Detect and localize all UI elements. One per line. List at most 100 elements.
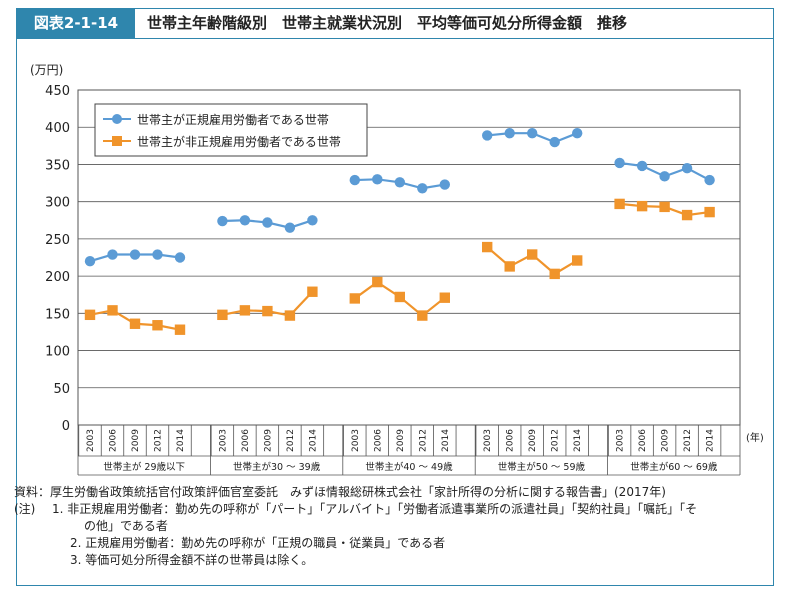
legend-label-nonregular: 世帯主が非正規雇用労働者である世帯 xyxy=(137,134,341,149)
note-2: 2. 正規雇用労働者：勤め先の呼称が「正規の職員・従業員」である者 xyxy=(70,536,446,550)
note-1: (注) 1. 非正規雇用労働者：勤め先の呼称が「パート」「アルバイト」「労働者派… xyxy=(14,501,697,518)
data-point xyxy=(704,206,715,218)
y-tick-label: 300 xyxy=(45,196,70,211)
x-tick-label: 2003 xyxy=(616,429,626,452)
x-tick-label: 2006 xyxy=(241,429,251,452)
data-point xyxy=(439,179,450,190)
data-point xyxy=(217,215,228,227)
legend-box xyxy=(94,103,368,157)
data-point xyxy=(174,252,186,263)
data-point xyxy=(84,309,96,321)
data-point xyxy=(527,249,538,260)
data-point xyxy=(417,183,428,194)
data-point xyxy=(614,157,625,169)
data-point xyxy=(174,324,186,335)
x-tick-label: 2014 xyxy=(176,429,186,452)
data-point xyxy=(217,309,228,321)
data-point xyxy=(349,174,360,186)
data-point xyxy=(439,292,450,303)
axes: 0 50 100 150 200 250 300 350 400 450 2003 2006 2009 2… xyxy=(45,84,741,476)
x-tick-label: 2012 xyxy=(418,429,428,452)
legend: 世帯主が正規雇用労働者である世帯 世帯主が非正規雇用労働者である世帯 xyxy=(94,103,368,157)
data-point xyxy=(614,198,625,210)
y-tick-label: 350 xyxy=(45,158,70,173)
group-label: 世帯主が40 ～ 49歳 xyxy=(365,461,453,473)
data-point xyxy=(152,320,163,331)
x-tick-label: 2003 xyxy=(351,429,361,452)
y-axis-unit-label: (万円) xyxy=(30,63,63,77)
data-point xyxy=(372,174,383,185)
data-point xyxy=(262,217,273,228)
data-point xyxy=(417,310,428,321)
data-point xyxy=(394,291,405,303)
x-tick-label: 2014 xyxy=(573,429,583,452)
y-tick-label: 400 xyxy=(45,121,70,136)
data-point xyxy=(284,222,296,233)
data-point xyxy=(307,215,318,226)
x-tick-label: 2003 xyxy=(86,429,96,452)
figure-label: 図表2-1-14 xyxy=(17,9,135,38)
x-tick-label: 2003 xyxy=(483,429,493,452)
data-point xyxy=(504,127,515,139)
data-point xyxy=(107,249,118,260)
data-point xyxy=(284,310,296,321)
series xyxy=(84,127,715,335)
x-tick-label: 2006 xyxy=(109,429,119,452)
x-tick-label: 2012 xyxy=(551,429,561,452)
data-point xyxy=(636,160,648,172)
data-point xyxy=(572,255,583,266)
data-point xyxy=(681,162,693,174)
data-point xyxy=(636,200,648,212)
y-tick-label: 450 xyxy=(45,84,70,99)
y-tick-label: 150 xyxy=(45,307,70,322)
figure-title: 世帯主年齢階級別 世帯主就業状況別 平均等価可処分所得金額 推移 xyxy=(147,14,628,32)
data-point xyxy=(307,286,318,297)
x-tick-label: 2009 xyxy=(396,429,406,452)
y-tick-label: 50 xyxy=(53,382,70,397)
group-label: 世帯主が 29歳以下 xyxy=(103,461,185,473)
legend-marker-nonregular xyxy=(112,136,122,146)
note-1-text: 1. 非正規雇用労働者：勤め先の呼称が「パート」「アルバイト」「労働者派遣事業所… xyxy=(52,502,698,516)
note-1-continuation: の他」である者 xyxy=(84,519,168,533)
x-tick-label: 2012 xyxy=(286,429,296,452)
plot-area xyxy=(77,89,741,426)
x-tick-label: 2012 xyxy=(683,429,693,452)
data-point xyxy=(129,318,141,329)
data-point xyxy=(527,127,538,139)
data-point xyxy=(482,130,493,141)
data-point xyxy=(704,174,715,186)
y-tick-label: 0 xyxy=(62,419,70,434)
data-point xyxy=(659,171,670,182)
group-label: 世帯主が30 ～ 39歳 xyxy=(233,461,321,473)
group-label: 世帯主が50 ～ 59歳 xyxy=(498,461,586,473)
x-tick-label: 2009 xyxy=(131,429,141,452)
note-3: 3. 等価可処分所得金額不詳の世帯員は除く。 xyxy=(70,553,314,567)
data-point xyxy=(152,249,163,260)
x-tick-label: 2012 xyxy=(154,429,164,452)
group-label: 世帯主が60 ～ 69歳 xyxy=(630,461,718,473)
data-point xyxy=(262,305,273,317)
data-point xyxy=(84,256,96,267)
x-tick-label: 2014 xyxy=(706,429,716,452)
data-point xyxy=(107,305,118,316)
x-tick-label: 2006 xyxy=(506,429,516,452)
x-tick-label: 2014 xyxy=(441,429,451,452)
legend-label-regular: 世帯主が正規雇用労働者である世帯 xyxy=(137,112,329,127)
x-tick-label: 2006 xyxy=(638,429,648,452)
y-tick-label: 250 xyxy=(45,233,70,248)
data-point xyxy=(549,268,560,280)
x-tick-label: 2003 xyxy=(218,429,228,452)
x-tick-label: 2009 xyxy=(661,429,671,452)
x-tick-label: 2006 xyxy=(373,429,383,452)
data-point xyxy=(504,261,515,272)
title-bar: 図表2-1-14 世帯主年齢階級別 世帯主就業状況別 平均等価可処分所得金額 推… xyxy=(17,9,773,39)
x-axis-unit-label: (年) xyxy=(746,431,764,444)
legend-marker-regular xyxy=(112,114,122,124)
y-tick-label: 200 xyxy=(45,270,70,285)
data-point xyxy=(659,201,670,213)
data-point xyxy=(394,177,405,188)
data-point xyxy=(549,136,560,148)
data-point xyxy=(482,241,493,253)
data-point xyxy=(681,209,693,221)
